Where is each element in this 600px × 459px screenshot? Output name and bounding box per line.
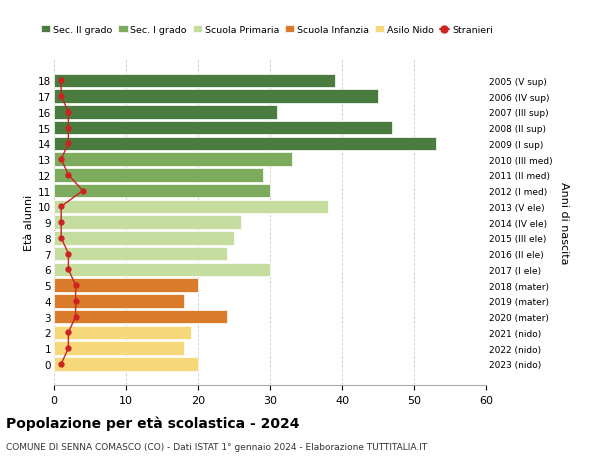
Bar <box>54 263 270 276</box>
Bar <box>54 169 263 182</box>
Text: Popolazione per età scolastica - 2024: Popolazione per età scolastica - 2024 <box>6 415 299 430</box>
Bar <box>54 106 277 119</box>
Bar <box>54 122 392 135</box>
Bar <box>54 200 328 213</box>
Bar <box>54 74 335 88</box>
Bar <box>54 153 292 167</box>
Bar <box>54 358 198 371</box>
Bar <box>54 90 378 104</box>
Y-axis label: Età alunni: Età alunni <box>24 195 34 251</box>
Y-axis label: Anni di nascita: Anni di nascita <box>559 181 569 264</box>
Bar <box>54 341 184 355</box>
Bar <box>54 326 191 339</box>
Bar <box>54 232 234 245</box>
Bar <box>54 295 184 308</box>
Bar <box>54 216 241 230</box>
Bar <box>54 247 227 261</box>
Bar <box>54 279 198 292</box>
Legend: Sec. II grado, Sec. I grado, Scuola Primaria, Scuola Infanzia, Asilo Nido, Stran: Sec. II grado, Sec. I grado, Scuola Prim… <box>37 22 496 39</box>
Text: COMUNE DI SENNA COMASCO (CO) - Dati ISTAT 1° gennaio 2024 - Elaborazione TUTTITA: COMUNE DI SENNA COMASCO (CO) - Dati ISTA… <box>6 442 427 451</box>
Bar <box>54 185 270 198</box>
Bar <box>54 137 436 151</box>
Bar <box>54 310 227 324</box>
